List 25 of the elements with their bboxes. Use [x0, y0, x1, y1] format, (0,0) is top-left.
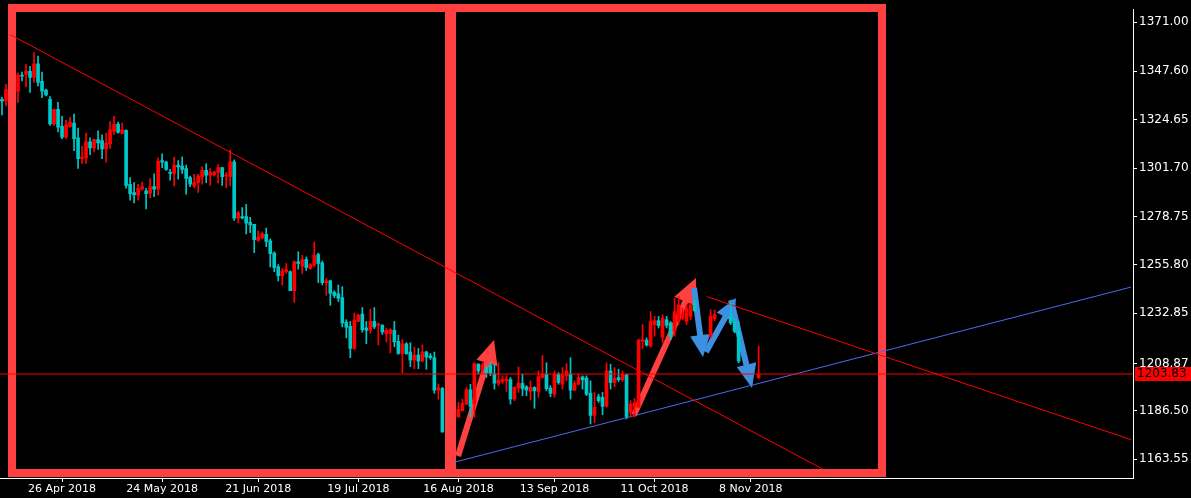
candlestick	[28, 65, 32, 93]
candlestick	[152, 173, 156, 198]
y-tick-label: 1371.00	[1139, 14, 1189, 29]
x-tick-label: 19 Jul 2018	[327, 482, 390, 496]
ref-line-label: 1203.83	[1137, 366, 1187, 381]
candlestick	[144, 187, 148, 210]
x-tick-label: 8 Nov 2018	[718, 482, 783, 496]
candlestick	[296, 251, 301, 270]
candlestick	[240, 207, 245, 220]
x-tick-label: 16 Aug 2018	[423, 482, 494, 496]
x-tick-label: 13 Sep 2018	[519, 482, 590, 496]
x-tick-label: 26 Apr 2018	[28, 482, 97, 496]
y-tick-label: 1163.55	[1139, 451, 1189, 466]
y-tick-label: 1301.70	[1139, 160, 1189, 175]
x-tick-label: 11 Oct 2018	[620, 482, 689, 496]
candlestick	[24, 64, 28, 88]
y-tick-label: 1347.60	[1139, 63, 1189, 78]
x-tick-label: 24 May 2018	[126, 482, 199, 496]
y-tick-label: 1255.80	[1139, 256, 1189, 271]
x-tick-label: 21 Jun 2018	[225, 482, 292, 496]
candlestick	[324, 278, 329, 296]
y-tick-label: 1232.85	[1139, 305, 1189, 320]
y-tick-label: 1186.50	[1139, 402, 1189, 417]
y-tick-label: 1324.65	[1139, 111, 1189, 126]
y-tick-label: 1278.75	[1139, 208, 1189, 223]
